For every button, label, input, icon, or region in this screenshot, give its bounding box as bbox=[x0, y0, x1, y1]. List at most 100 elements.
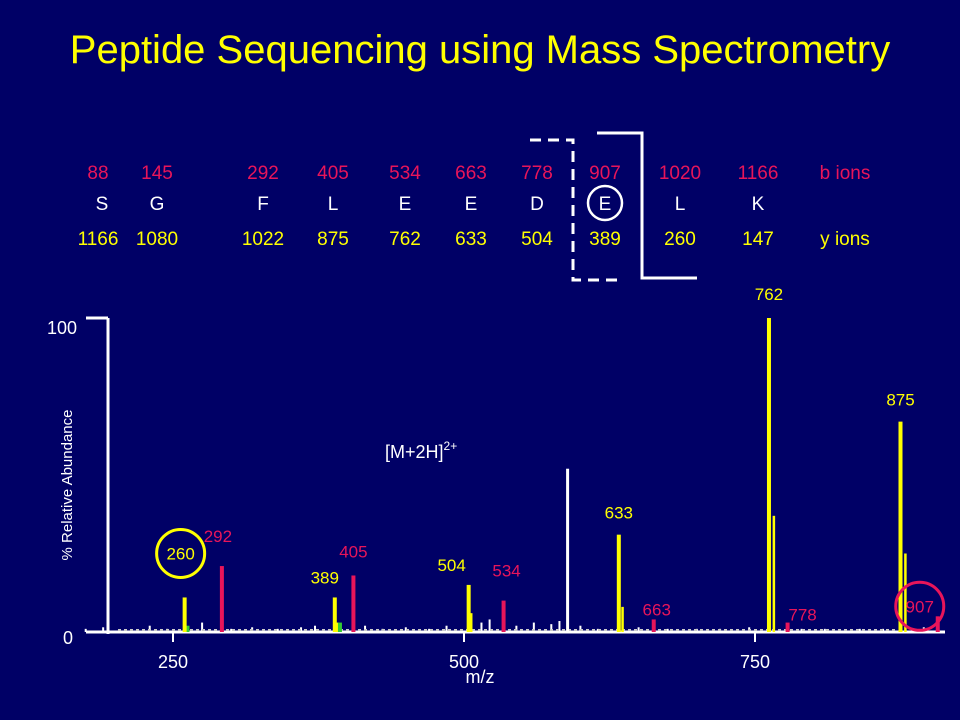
precursor-label-text: [M+2H] bbox=[385, 442, 444, 462]
y-ion-peak-label: 875 bbox=[886, 391, 914, 410]
precursor-peak bbox=[566, 468, 570, 632]
minor-y-peak bbox=[621, 606, 624, 632]
y-ion-peak bbox=[182, 597, 187, 632]
b-ion-peak bbox=[785, 622, 790, 632]
minor-y-peak bbox=[469, 613, 473, 632]
y-ions-caption: y ions bbox=[820, 229, 870, 250]
b-ion-peak-label: 663 bbox=[643, 600, 671, 619]
noise-peak bbox=[84, 628, 87, 632]
b-ion-label: 778 bbox=[521, 163, 553, 184]
precursor-charge: 2+ bbox=[444, 439, 458, 453]
minor-y-peak bbox=[336, 622, 339, 632]
y-ion-label: 633 bbox=[455, 229, 487, 250]
y-tick-label-0: 0 bbox=[63, 628, 73, 648]
noise-peak bbox=[558, 621, 561, 632]
residue-label: F bbox=[257, 194, 269, 215]
noise-peak bbox=[858, 628, 861, 632]
y-ion-label: 875 bbox=[317, 229, 349, 250]
noise-peak bbox=[480, 622, 483, 632]
y-ion-label: 389 bbox=[589, 229, 621, 250]
solid-bracket bbox=[597, 131, 697, 280]
page-title: Peptide Sequencing using Mass Spectromet… bbox=[69, 28, 891, 72]
y-ion-label: 762 bbox=[389, 229, 421, 250]
noise-peak bbox=[666, 628, 669, 632]
noise-peak bbox=[882, 628, 885, 632]
y-tick-label-100: 100 bbox=[47, 318, 77, 338]
highlight-circle bbox=[586, 184, 624, 222]
precursor-label: [M+2H]2+ bbox=[385, 439, 457, 462]
b-ion-label: 292 bbox=[247, 163, 279, 184]
noise-peak bbox=[800, 628, 803, 632]
noise-peak bbox=[532, 622, 535, 632]
residue-label: E bbox=[465, 194, 478, 215]
y-ion-peak-label: 762 bbox=[755, 285, 783, 304]
minor-y-peak bbox=[904, 553, 907, 632]
y-ion-peak bbox=[466, 584, 471, 632]
b-ion-label: 1020 bbox=[659, 163, 701, 184]
noise-peak bbox=[550, 624, 553, 632]
b-ion-label: 145 bbox=[141, 163, 173, 184]
b-ion-peak bbox=[351, 575, 356, 632]
b-ion-peak-label: 778 bbox=[788, 606, 816, 625]
b-ion-label: 907 bbox=[589, 163, 621, 184]
peak-highlight-circle bbox=[155, 527, 207, 579]
y-axis-label: % Relative Abundance bbox=[59, 410, 76, 561]
noise-peak bbox=[579, 625, 582, 632]
noise-peak bbox=[404, 627, 407, 632]
noise-peak bbox=[596, 628, 599, 632]
y-ion-peak-label: 389 bbox=[311, 568, 339, 587]
y-ion-peak bbox=[332, 597, 337, 632]
b-ion-label: 405 bbox=[317, 163, 349, 184]
b-ion-peak bbox=[501, 600, 506, 632]
y-ion-label: 147 bbox=[742, 229, 774, 250]
noise-peak bbox=[515, 625, 518, 632]
b-ion-label: 1166 bbox=[738, 163, 779, 184]
y-ion-label: 504 bbox=[521, 229, 553, 250]
b-ion-peak-label: 534 bbox=[492, 562, 520, 581]
dashed-bracket bbox=[530, 138, 622, 282]
noise-peak bbox=[230, 628, 233, 632]
residue-label: L bbox=[328, 194, 339, 215]
noise-peak bbox=[364, 625, 367, 632]
y-ion-peak bbox=[616, 534, 621, 632]
peak-highlight-circle bbox=[894, 580, 946, 632]
residue-label: D bbox=[530, 194, 544, 215]
b-ion-peak bbox=[219, 566, 224, 632]
y-ion-label: 1166 bbox=[78, 229, 119, 250]
noise-peak bbox=[428, 628, 431, 632]
sequence-diagram: 88 145 292 405 534 663 778 907 1020 1166 S G F L E E D E L… bbox=[78, 131, 870, 282]
x-axis-label: m/z bbox=[466, 667, 495, 687]
y-ion-peak bbox=[898, 421, 903, 632]
x-tick-label: 250 bbox=[158, 652, 188, 672]
residue-label: S bbox=[96, 194, 109, 215]
y-ion-label: 1080 bbox=[136, 229, 178, 250]
y-ion-peak bbox=[766, 318, 771, 632]
noise-peak bbox=[148, 625, 151, 632]
noise-peak bbox=[445, 625, 448, 632]
noise-peak bbox=[300, 627, 303, 632]
x-tick-label: 500 bbox=[449, 652, 479, 672]
y-ion-peak-label: 260 bbox=[166, 544, 194, 563]
noise-peak bbox=[488, 619, 491, 632]
residue-label: L bbox=[675, 194, 686, 215]
b-ion-peak bbox=[651, 619, 656, 632]
green-peak bbox=[337, 622, 342, 632]
x-tick-label: 750 bbox=[740, 652, 770, 672]
noise-peak bbox=[637, 627, 640, 632]
b-ion-peak-label: 292 bbox=[204, 527, 232, 546]
b-ion-peak-label: 405 bbox=[339, 542, 367, 561]
b-ion-label: 88 bbox=[87, 163, 108, 184]
y-ion-label: 1022 bbox=[242, 229, 284, 250]
noise-peak bbox=[102, 627, 105, 632]
b-ion-label: 663 bbox=[455, 163, 487, 184]
green-peak bbox=[185, 625, 190, 632]
noise-peak bbox=[276, 628, 279, 632]
y-ion-peak-label: 504 bbox=[437, 556, 465, 575]
residue-label: K bbox=[752, 194, 765, 215]
residue-label: G bbox=[150, 194, 165, 215]
residue-label: E bbox=[599, 194, 612, 215]
y-ion-label: 260 bbox=[664, 229, 696, 250]
noise-peak bbox=[823, 628, 826, 632]
residue-label: E bbox=[399, 194, 412, 215]
